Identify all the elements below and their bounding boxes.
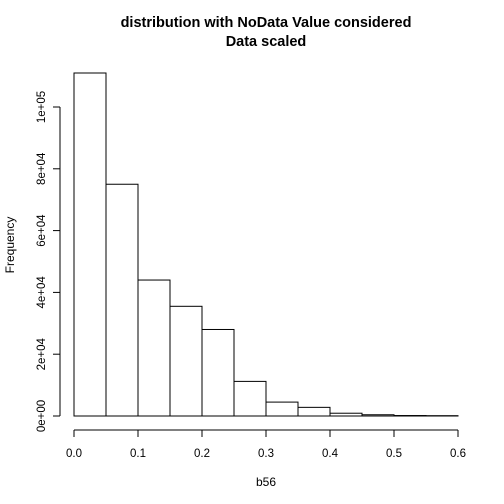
histogram-bar bbox=[329, 412, 363, 417]
chart-title-line-1: distribution with NoData Value considere… bbox=[121, 15, 412, 31]
histogram-bar bbox=[73, 72, 107, 417]
x-tick-label: 0.0 bbox=[66, 448, 82, 460]
x-tick-label: 0.3 bbox=[258, 448, 274, 460]
y-tick-label: 2e+04 bbox=[36, 337, 48, 370]
histogram-bar bbox=[361, 414, 395, 417]
y-tick-label: 6e+04 bbox=[36, 214, 48, 247]
histogram-bar bbox=[265, 401, 299, 417]
histogram-bars bbox=[73, 72, 459, 417]
x-axis-label: b56 bbox=[256, 475, 276, 489]
histogram-bar bbox=[201, 328, 235, 417]
histogram-bar bbox=[297, 406, 331, 417]
y-tick-label: 8e+04 bbox=[36, 152, 48, 185]
histogram-bar bbox=[105, 183, 139, 417]
y-axis-label: Frequency bbox=[3, 217, 17, 274]
x-tick-label: 0.4 bbox=[322, 448, 339, 460]
x-tick-label: 0.6 bbox=[450, 448, 466, 460]
histogram-bar bbox=[169, 305, 203, 417]
y-tick-label: 4e+04 bbox=[36, 276, 48, 309]
x-tick-label: 0.2 bbox=[194, 448, 210, 460]
x-axis: 0.0 0.1 0.2 0.3 0.4 0.5 0.6 bbox=[66, 429, 466, 460]
x-tick-label: 0.5 bbox=[386, 448, 402, 460]
y-tick-label: 1e+05 bbox=[36, 91, 48, 123]
x-tick-label: 0.1 bbox=[130, 448, 146, 460]
y-axis: 0e+00 2e+04 4e+04 6e+04 8e+04 1e+05 bbox=[36, 91, 61, 432]
chart-title-line-2: Data scaled bbox=[226, 34, 307, 50]
histogram-bar bbox=[233, 380, 267, 417]
y-tick-label: 0e+00 bbox=[36, 400, 48, 432]
histogram-bar bbox=[137, 279, 171, 417]
